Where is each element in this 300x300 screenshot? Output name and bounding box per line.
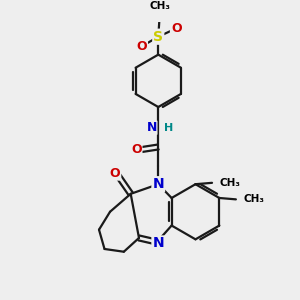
Text: CH₃: CH₃ [243, 194, 264, 204]
Text: O: O [110, 167, 120, 180]
Text: S: S [153, 30, 163, 44]
Text: O: O [171, 22, 181, 35]
Text: N: N [146, 121, 157, 134]
Text: O: O [131, 143, 142, 156]
Text: H: H [164, 123, 174, 133]
Text: O: O [136, 40, 147, 53]
Text: CH₃: CH₃ [220, 178, 241, 188]
Text: CH₃: CH₃ [149, 1, 170, 11]
Text: N: N [152, 236, 164, 250]
Text: N: N [152, 177, 164, 191]
